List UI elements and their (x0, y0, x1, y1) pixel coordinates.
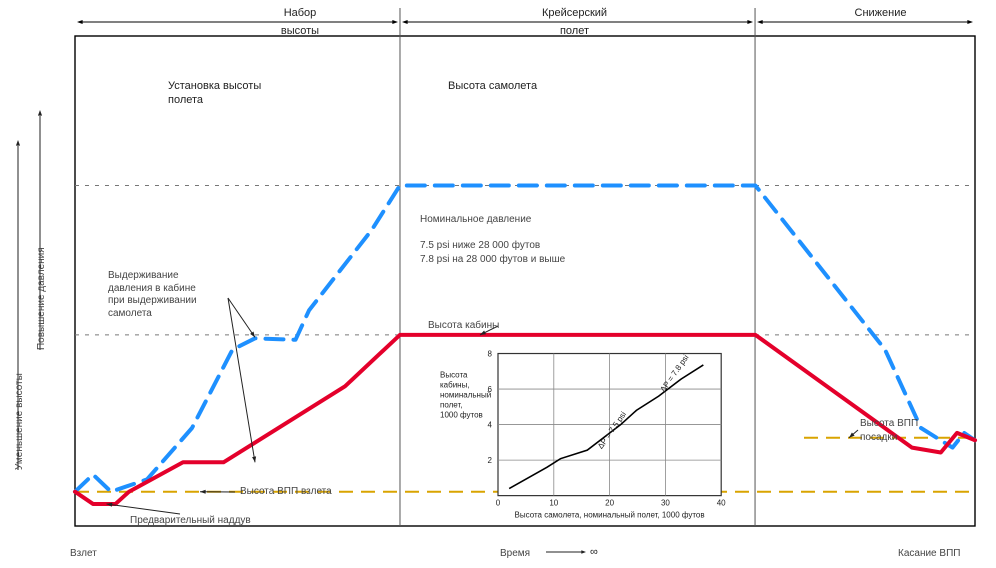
svg-text:Снижение: Снижение (855, 7, 907, 19)
y-axis-label-altitude: Уменьшение высоты (14, 373, 26, 470)
svg-text:полет: полет (560, 25, 589, 37)
label-altitude-setting-1: Установка высоты (168, 80, 261, 93)
label-aircraft-altitude: Высота самолета (448, 80, 537, 93)
svg-text:Высота: Высота (440, 371, 468, 380)
svg-text:высоты: высоты (281, 25, 319, 37)
svg-text:∞: ∞ (590, 546, 598, 558)
svg-text:8: 8 (488, 350, 493, 359)
svg-text:30: 30 (661, 499, 670, 508)
svg-text:Набор: Набор (284, 7, 317, 19)
svg-text:номинальный: номинальный (440, 391, 491, 400)
label-prepressurize: Предварительный наддув (130, 515, 251, 527)
y-axis-label-pressure: Повышение давления (36, 247, 48, 350)
label-nominal-pressure: Номинальное давление (420, 214, 531, 226)
svg-text:кабины,: кабины, (440, 381, 470, 390)
x-axis-landing: Касание ВПП (898, 548, 960, 560)
svg-text:10: 10 (549, 499, 558, 508)
label-altitude-setting-2: полета (168, 94, 203, 107)
svg-text:20: 20 (605, 499, 614, 508)
x-axis-takeoff: Взлет (70, 548, 97, 560)
label-cabin-altitude: Высота кабины (428, 320, 499, 332)
svg-text:Высота самолета, номинальный п: Высота самолета, номинальный полет, 1000… (515, 511, 705, 520)
svg-text:полет,: полет, (440, 401, 462, 410)
svg-text:1000 футов: 1000 футов (440, 411, 483, 420)
label-landing-rwy-1: Высота ВПП (860, 418, 918, 430)
svg-text:2: 2 (488, 456, 493, 465)
label-psi-below: 7.5 psi ниже 28 000 футов (420, 240, 540, 252)
label-landing-rwy-2: посадки (860, 432, 897, 444)
chart-root: Набор высоты Крейсерский полет Снижение ∞ 0 10 2… (0, 0, 996, 568)
svg-text:4: 4 (488, 421, 493, 430)
x-axis-time: Время (500, 548, 530, 560)
callout-pressure-hold: Выдерживание давления в кабине при выдер… (108, 270, 238, 320)
svg-text:40: 40 (717, 499, 726, 508)
label-psi-above: 7.8 psi на 28 000 футов и выше (420, 254, 565, 266)
svg-text:0: 0 (496, 499, 501, 508)
svg-text:Крейсерский: Крейсерский (542, 7, 607, 19)
label-takeoff-rwy: Высота ВПП взлета (240, 486, 332, 498)
